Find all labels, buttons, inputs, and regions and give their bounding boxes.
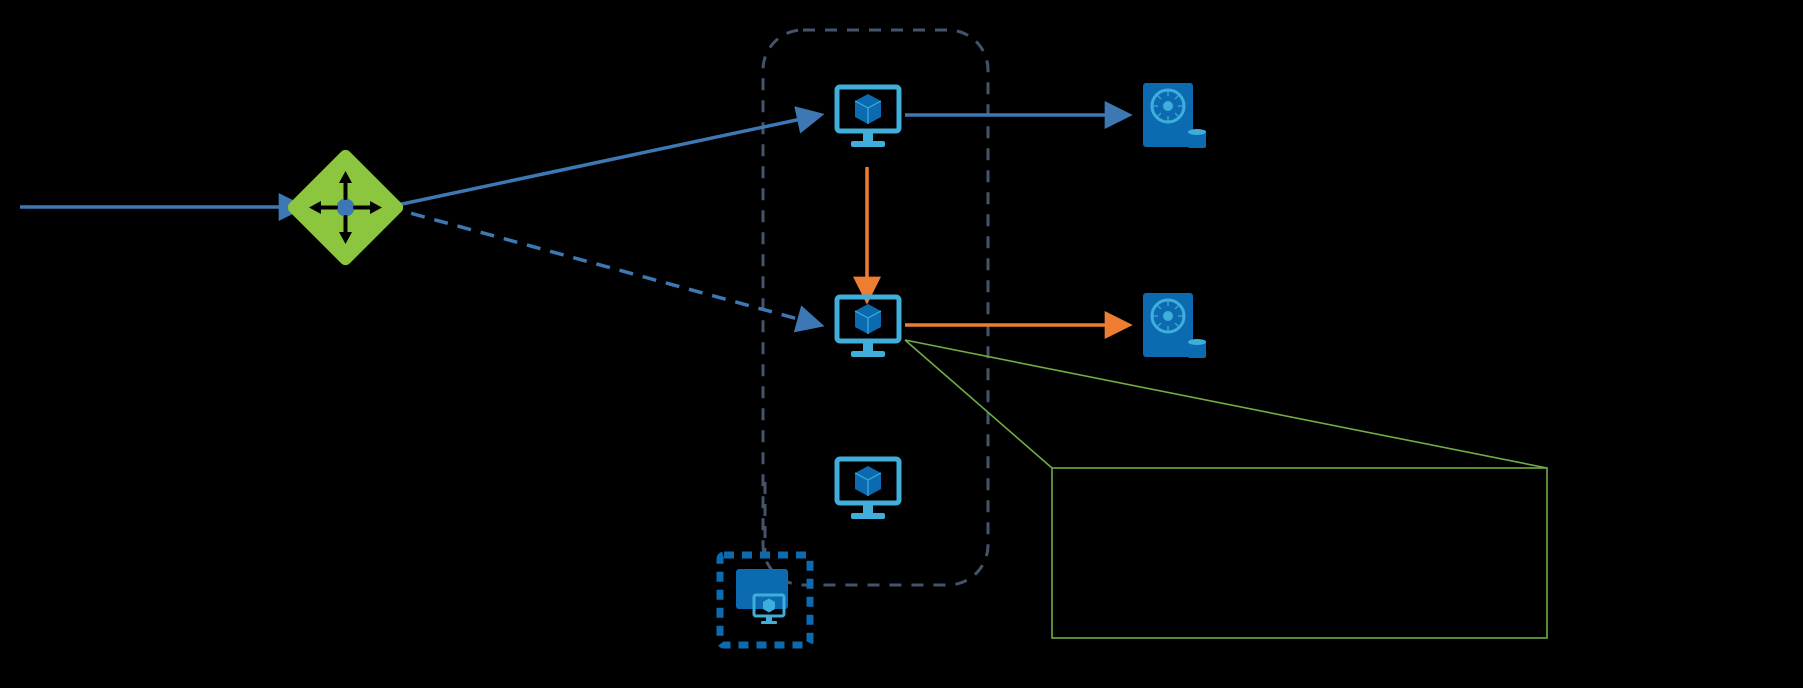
edge-lb-to-vm1 [388, 115, 820, 207]
disk2-icon [1143, 293, 1206, 358]
vm2-icon [837, 297, 899, 357]
edge-lb-to-vm2 [388, 207, 820, 325]
architecture-diagram [0, 0, 1803, 688]
load-balancer-icon [285, 147, 405, 267]
vm3-icon [837, 459, 899, 519]
vm-scale-set-icon [720, 555, 810, 645]
vm1-icon [837, 87, 899, 147]
callout [905, 340, 1547, 638]
disk1-icon [1143, 83, 1206, 148]
